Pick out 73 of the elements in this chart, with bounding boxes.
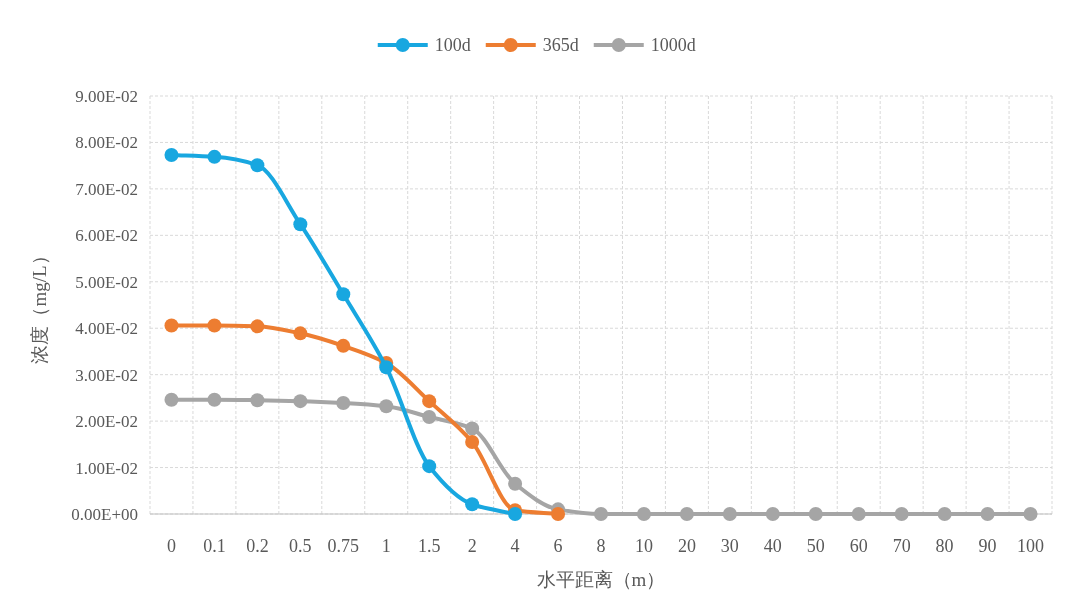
point [465,421,480,436]
point [1023,507,1038,521]
point [765,507,780,521]
point [636,507,651,521]
x-tick-label: 10 [634,536,653,556]
point [293,394,308,409]
point [722,507,737,521]
y-tick-label: 7.00E-02 [75,179,138,199]
point [422,459,437,474]
point [207,392,222,407]
y-tick-label: 4.00E-02 [75,319,138,339]
point [679,507,694,521]
legend-label: 100d [434,35,471,55]
x-tick-label: 0.75 [327,536,360,556]
y-tick-label: 3.00E-02 [75,365,138,385]
point [250,158,265,173]
point [164,147,179,162]
x-tick-label: 0 [166,536,176,556]
y-axis-title: 浓度（mg/L） [29,246,50,364]
legend-label: 365d [542,35,579,55]
x-tick-label: 50 [806,536,825,556]
x-tick-label: 1.5 [417,536,441,556]
point [164,318,179,333]
point [422,394,437,409]
x-tick-label: 4 [510,536,520,556]
point [465,497,480,512]
x-tick-label: 1 [381,536,391,556]
point [808,507,823,521]
point [293,217,308,232]
y-tick-label: 0.00E+00 [71,505,138,524]
point [508,507,523,521]
x-tick-label: 6 [553,536,563,556]
point [336,338,351,353]
legend-label: 1000d [650,35,696,55]
x-tick-label: 100 [1017,536,1045,556]
y-tick-label: 1.00E-02 [75,458,138,478]
y-tick-label: 2.00E-02 [75,412,138,432]
x-axis-title: 水平距离（m） [536,569,666,590]
point [379,399,394,414]
point [336,396,351,410]
point [465,435,480,450]
x-tick-label: 2 [467,536,477,556]
x-tick-label: 70 [892,536,911,556]
point [851,507,866,521]
point [594,507,608,521]
point [250,393,265,408]
y-tick-label: 8.00E-02 [75,133,138,153]
y-tick-label: 9.00E-02 [75,87,138,106]
x-tick-label: 90 [978,536,997,556]
x-tick-label: 30 [720,536,739,556]
point [937,507,952,521]
x-tick-label: 0.5 [289,536,312,556]
x-tick-label: 80 [935,536,954,556]
point [379,360,394,375]
x-tick-label: 0.2 [246,536,269,556]
point [293,326,308,341]
y-tick-label: 6.00E-02 [75,226,138,246]
point [207,318,222,333]
point [207,149,222,164]
x-tick-label: 60 [849,536,868,556]
point [894,507,909,521]
point [336,287,351,302]
y-tick-label: 5.00E-02 [75,272,138,292]
x-tick-label: 20 [677,536,696,556]
x-tick-label: 8 [596,536,606,556]
point [250,319,265,334]
x-tick-label: 40 [763,536,782,556]
point [164,392,179,407]
point [551,507,566,521]
point [980,507,995,521]
x-tick-label: 0.1 [203,536,226,556]
point [508,476,523,491]
point [422,409,437,424]
